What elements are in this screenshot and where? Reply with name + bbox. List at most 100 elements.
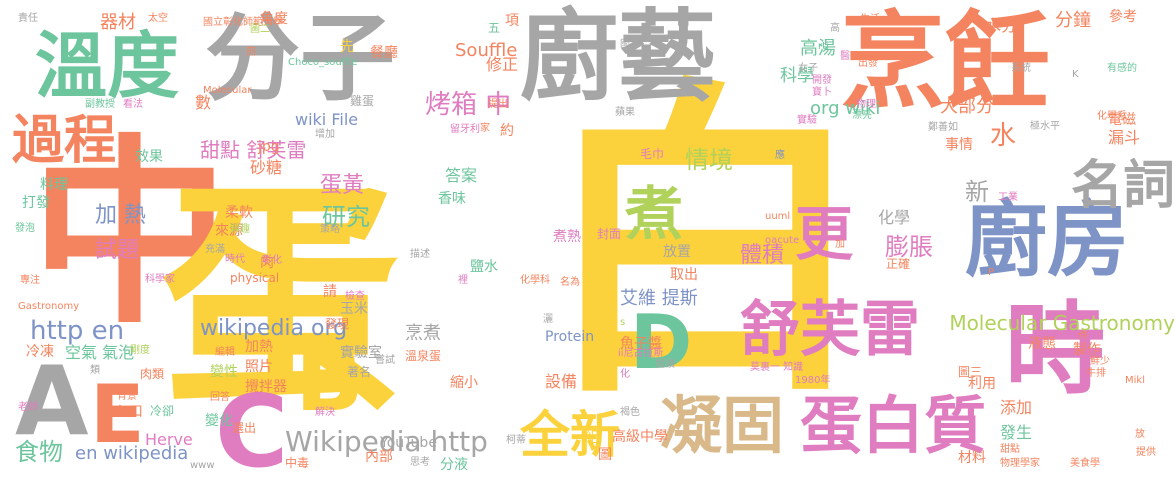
cloud-word: 鮮少 <box>1090 356 1110 367</box>
cloud-word: 國立 <box>620 39 640 50</box>
cloud-word: C <box>215 373 289 482</box>
cloud-word: 魚子醬 <box>620 336 662 352</box>
cloud-word: 烤箱 中 <box>425 90 512 120</box>
cloud-word: 充滿 <box>205 244 225 255</box>
cloud-word: 更 <box>795 200 854 268</box>
cloud-word: 情境 <box>685 146 733 174</box>
cloud-word: 廚房 <box>965 193 1130 288</box>
cloud-word: 餐廳 <box>370 45 398 61</box>
cloud-word: 實驗 <box>797 115 817 126</box>
cloud-word: 裡 <box>458 275 468 286</box>
cloud-word: 請 <box>323 284 337 300</box>
cloud-word: 來源 <box>215 223 243 239</box>
cloud-word: 毛巾 <box>640 147 665 161</box>
cloud-word: 變性 <box>210 364 238 380</box>
cloud-word: 料理 <box>40 177 68 193</box>
cloud-word: 圖二 <box>250 24 270 35</box>
cloud-word: 效果 <box>135 149 163 165</box>
cloud-word: 太空 <box>148 13 168 24</box>
cloud-word: 有感的 <box>1107 63 1137 74</box>
cloud-word: 老師 <box>18 402 38 413</box>
cloud-word: 回答 <box>210 392 230 403</box>
cloud-word: 描述 <box>410 249 430 260</box>
cloud-word: oacute <box>765 235 800 246</box>
cloud-word: 器材 <box>100 12 136 33</box>
cloud-word: 香味 <box>438 191 466 207</box>
cloud-word: Molecular <box>203 85 252 96</box>
cloud-word: 家 <box>480 123 490 134</box>
cloud-word: 打發 <box>22 195 50 211</box>
cloud-word: 物理學家 <box>1000 458 1040 469</box>
cloud-word: 柯蒂 <box>506 435 526 446</box>
cloud-word: http en <box>30 316 125 346</box>
cloud-word: 參考 <box>1109 9 1137 25</box>
cloud-word: 高級中學 <box>612 429 668 445</box>
cloud-word: 冷卻 <box>150 404 175 418</box>
cloud-word: 中 <box>30 118 231 351</box>
cloud-word: 約 <box>500 123 514 139</box>
cloud-word: 縮小 <box>450 375 478 391</box>
cloud-word: www <box>190 460 215 471</box>
cloud-word: physical <box>230 271 280 285</box>
cloud-word: 放置 <box>663 244 691 260</box>
cloud-word: 發泡 <box>15 223 35 234</box>
cloud-word: 編輯 <box>215 347 235 358</box>
cloud-word: 變化 <box>205 413 233 429</box>
cloud-word: 先 <box>340 39 354 55</box>
cloud-word: 著名 <box>347 365 372 379</box>
cloud-word: 醫 <box>840 51 850 62</box>
cloud-word: 新 <box>965 178 989 206</box>
cloud-word: 水 <box>990 121 1017 151</box>
cloud-word: 選出 <box>232 421 257 435</box>
cloud-word: en wikipedia <box>75 443 189 464</box>
cloud-word: uuml <box>765 211 791 222</box>
cloud-word: 修正 <box>486 55 519 74</box>
cloud-word: 漏斗 <box>1108 128 1141 147</box>
cloud-word: 策略 <box>320 224 340 235</box>
cloud-word: 化 <box>620 369 630 380</box>
cloud-word: 蘋果 <box>615 107 635 118</box>
cloud-word: 加 <box>835 239 845 250</box>
cloud-word: 五 <box>488 21 501 35</box>
cloud-word: 取出 <box>670 267 698 283</box>
cloud-word: 蛋黃 <box>320 173 365 198</box>
cloud-word: 烹煮 <box>405 323 441 344</box>
cloud-word: B <box>295 327 364 432</box>
cloud-word: 鹽水 <box>470 259 498 275</box>
cloud-word: 牛排 <box>1086 368 1106 379</box>
cloud-word: wikipedia org <box>200 316 348 341</box>
cloud-word: 美食學 <box>1070 458 1100 469</box>
cloud-word: 鄭善如 <box>928 122 958 133</box>
cloud-word: K <box>1072 69 1079 80</box>
cloud-word: 舒芙雷 <box>740 295 920 365</box>
cloud-word: 分子 <box>205 4 396 114</box>
cloud-word: 極水平 <box>1030 121 1060 132</box>
cloud-word: Wikipedia http <box>285 425 488 458</box>
cloud-word: 系統 <box>1011 63 1031 74</box>
cloud-word: 漂亮 <box>852 110 872 121</box>
cloud-word: 大部分 <box>940 96 994 117</box>
cloud-word: 應 <box>775 150 785 161</box>
cloud-word: 嘗試 <box>375 355 395 366</box>
cloud-word: org wiki <box>810 98 881 119</box>
cloud-word: 煎 <box>246 47 256 58</box>
cloud-word: 加熱 <box>245 339 273 355</box>
cloud-word: 答案 <box>445 166 478 185</box>
cloud-word: 寶卜 <box>812 87 832 98</box>
cloud-word: 思考 <box>410 457 430 468</box>
cloud-word: D <box>630 298 693 386</box>
cloud-word: 物理 <box>856 99 876 110</box>
cloud-word: 化學系 <box>1097 111 1127 122</box>
cloud-word: 解決 <box>315 407 335 418</box>
cloud-word: 冷凍 <box>26 344 54 360</box>
cloud-word: 砂糖 <box>250 158 283 177</box>
cloud-word: 肉類 <box>140 367 165 381</box>
cloud-word: 溫泉蛋 <box>405 349 442 363</box>
cloud-word: 試題 <box>95 238 140 263</box>
cloud-word: 體積 <box>740 243 785 268</box>
cloud-word: 名詞 <box>1070 156 1175 216</box>
cloud-word: 液態 <box>1028 336 1056 352</box>
cloud-word: 水分 <box>985 16 1018 35</box>
cloud-word: P <box>988 267 995 278</box>
cloud-word: 科學 <box>780 66 814 86</box>
